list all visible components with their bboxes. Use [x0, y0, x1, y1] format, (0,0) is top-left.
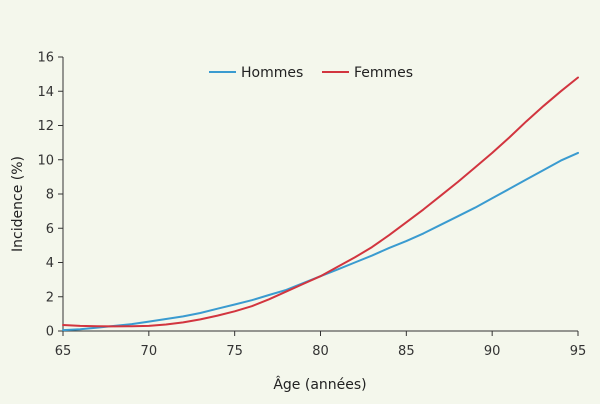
x-tick-label: 80 — [312, 344, 329, 359]
y-tick-label: 4 — [46, 256, 54, 271]
y-tick-label: 10 — [37, 153, 54, 168]
x-tick-label: 85 — [398, 344, 415, 359]
y-tick-label: 14 — [37, 85, 54, 100]
x-tick-label: 90 — [484, 344, 501, 359]
y-axis-title: Incidence (%) — [10, 156, 26, 252]
y-tick-label: 8 — [46, 188, 54, 203]
series-line-hommes — [62, 151, 579, 332]
y-tick-label: 0 — [46, 325, 54, 340]
legend-label-femmes: Femmes — [354, 65, 413, 81]
series-line-femmes — [62, 76, 579, 328]
y-tick-label: 2 — [46, 290, 54, 305]
x-tick-label: 75 — [226, 344, 243, 359]
x-tick-label: 95 — [570, 344, 587, 359]
y-tick-label: 12 — [37, 119, 54, 134]
plot-area: 0 2 4 6 8 10 12 14 16 65 70 75 80 85 90 95 — [37, 51, 586, 360]
legend: Hommes Femmes — [209, 65, 413, 81]
y-tick-label: 6 — [46, 222, 54, 237]
x-tick-label: 65 — [55, 344, 72, 359]
x-axis-title: Âge (années) — [273, 375, 366, 393]
x-tick-label: 70 — [141, 344, 158, 359]
legend-label-hommes: Hommes — [241, 65, 303, 81]
y-tick-label: 16 — [37, 51, 54, 66]
